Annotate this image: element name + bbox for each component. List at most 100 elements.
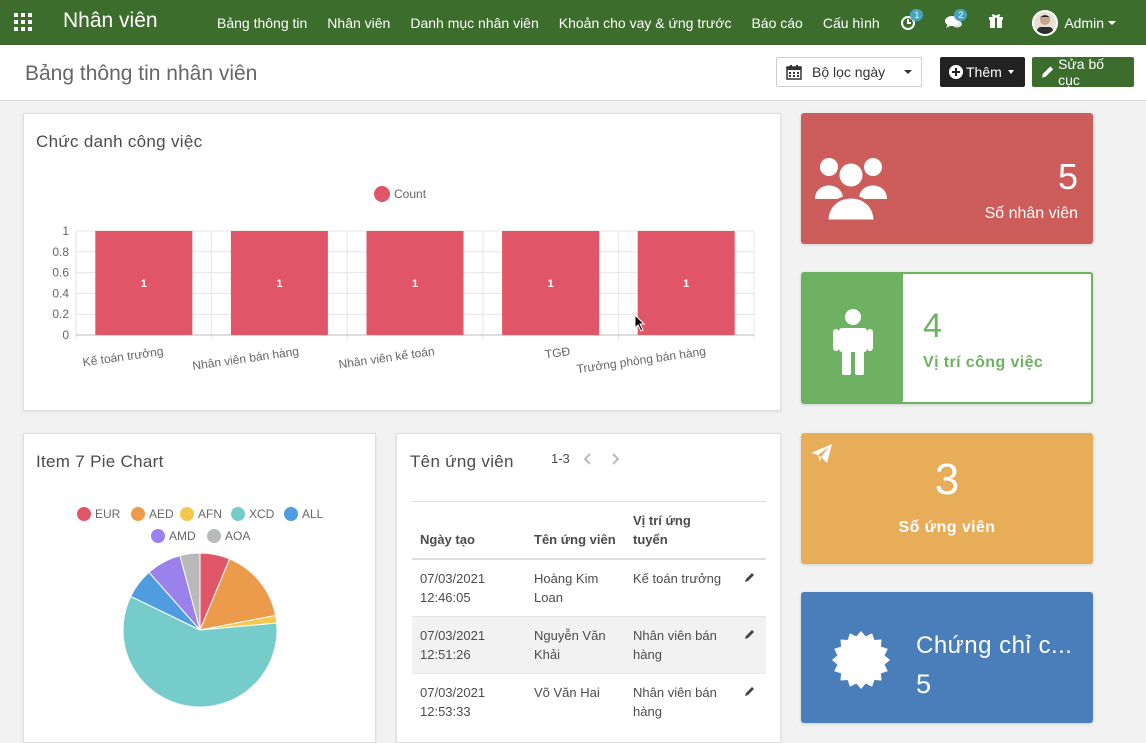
apps-menu-icon[interactable] [14,13,32,31]
x-tick-label: Trưởng phòng bán hàng [576,344,707,376]
legend-swatch [284,507,298,521]
legend-item: XCD [231,507,275,521]
pencil-icon[interactable] [744,571,756,583]
messages-badge: 2 [954,8,968,21]
y-tick-label: 1 [62,224,69,238]
legend-item: AMD [151,529,196,543]
pencil-icon[interactable] [744,628,756,640]
activity-clock-icon[interactable]: 1 [900,8,924,33]
certificates-tile[interactable]: Chứng chỉ c... 5 [801,592,1093,723]
applicants-count: 3 [934,455,960,504]
legend-item: ALL [284,507,324,521]
legend-label: AFN [198,507,222,521]
legend-label: AMD [169,529,196,543]
date-filter-label: Bộ lọc ngày [812,64,886,80]
col-applicant-name[interactable]: Tên ứng viên [526,501,625,560]
row-name: Loan [534,590,563,605]
users-icon [815,158,887,223]
job-title-bar-chart: Count 1 0.8 0.6 0.4 0.2 0 1 Kế toán trưởng 1 Nhân … [52,186,755,376]
chevron-down-icon[interactable] [1108,20,1116,25]
legend-label: Count [394,187,427,201]
applicants-table: Ngày tạo Tên ứng viên Vị trí ứng tuyển 0… [412,501,766,730]
pencil-icon[interactable] [744,685,756,697]
page-title: Bảng thông tin nhân viên [25,62,258,85]
legend-label: XCD [249,507,275,521]
person-icon [833,309,873,375]
bar-data-label: 1 [276,278,282,290]
menu-item-employee-catalog[interactable]: Danh mục nhân viên [410,14,539,31]
legend-swatch [180,507,194,521]
positions-tile[interactable]: 4 Vị trí công việc [801,272,1093,404]
pie-slice[interactable] [179,552,201,631]
row-position: Nhân viên bán [633,685,717,700]
legend-label: ALL [302,507,324,521]
pencil-icon [1041,66,1054,78]
legend-swatch [77,507,91,521]
legend-item: EUR [77,507,121,521]
row-name: Nguyễn Văn [534,628,606,643]
x-tick-label: Nhân viên kế toán [338,344,436,371]
bar[interactable] [95,231,193,335]
pager-value[interactable]: 1-3 [551,451,570,466]
legend-swatch [231,507,245,521]
chevron-right-icon[interactable] [610,453,620,465]
calendar-icon [786,65,802,80]
add-label: Thêm [966,64,1002,80]
date-filter-button[interactable]: Bộ lọc ngày [776,57,922,87]
row-name: Khải [534,647,561,662]
menu-item-loans[interactable]: Khoản cho vay & ứng trước [558,14,732,31]
bar[interactable] [366,231,464,335]
user-name[interactable]: Admin [1064,14,1104,31]
positions-tile-icon-area [803,274,903,402]
bar[interactable] [502,231,600,335]
main-menu: Bảng thông tin Nhân viên Danh mục nhân v… [207,0,890,45]
legend-label: EUR [95,507,121,521]
menu-item-dashboard[interactable]: Bảng thông tin [217,14,308,31]
user-avatar[interactable] [1032,9,1059,36]
row-name: Võ Văn Hai [534,685,600,700]
row-date: 07/03/2021 [420,628,486,643]
row-time: 12:51:26 [420,647,471,662]
row-position: hàng [633,704,662,719]
messages-icon[interactable]: 2 [944,8,968,33]
table-row[interactable]: 07/03/2021 12:53:33 Võ Văn Hai Nhân viên … [412,673,766,730]
pie-slice[interactable] [199,558,277,631]
menu-item-employees[interactable]: Nhân viên [327,14,391,31]
gift-icon[interactable] [988,13,1008,33]
x-tick-label: Nhân viên bán hàng [191,344,299,373]
menu-item-reports[interactable]: Báo cáo [751,14,803,31]
bar-data-label: 1 [412,278,418,290]
legend-label: AOA [225,529,250,543]
row-date: 07/03/2021 [420,685,486,700]
add-button[interactable]: Thêm [940,57,1025,87]
row-time: 12:46:05 [420,590,471,605]
certificates-label: Chứng chỉ c... [916,632,1073,659]
bar[interactable] [230,231,328,335]
legend-label: AED [149,507,174,521]
y-tick-label: 0.6 [52,266,69,280]
x-tick-label: TGĐ [544,344,571,361]
col-applied-position[interactable]: Vị trí ứng tuyển [625,501,736,560]
table-row[interactable]: 07/03/2021 12:51:26 Nguyễn Văn Khải Nhân v… [412,616,766,674]
col-created-date[interactable]: Ngày tạo [412,501,526,560]
table-row[interactable]: 07/03/2021 12:46:05 Hoàng Kim Loan Kế toán… [412,558,766,617]
certificate-seal-icon [832,631,890,689]
row-position: Kế toán trưởng [633,571,722,586]
bar[interactable] [637,231,735,335]
menu-item-configuration[interactable]: Cấu hình [822,14,880,31]
edit-layout-label: Sửa bố cục [1058,56,1105,88]
chevron-left-icon[interactable] [583,453,593,465]
chevron-down-icon [1007,70,1014,74]
app-title: Nhân viên [63,9,158,32]
systray: 1 2 Admin [900,0,1146,45]
legend-item: AFN [180,507,222,521]
edit-layout-button[interactable]: Sửa bố cục [1032,56,1134,88]
applicants-tile[interactable]: 3 Số ứng viên [801,433,1093,564]
employees-tile[interactable]: 5 Số nhân viên [801,113,1093,244]
pie-slice[interactable] [122,595,278,708]
y-tick-label: 0 [62,328,69,342]
row-position: Nhân viên bán [633,628,717,643]
legend-item: AED [131,507,174,521]
mouse-cursor-icon [634,314,646,332]
positions-count: 4 [923,307,942,345]
